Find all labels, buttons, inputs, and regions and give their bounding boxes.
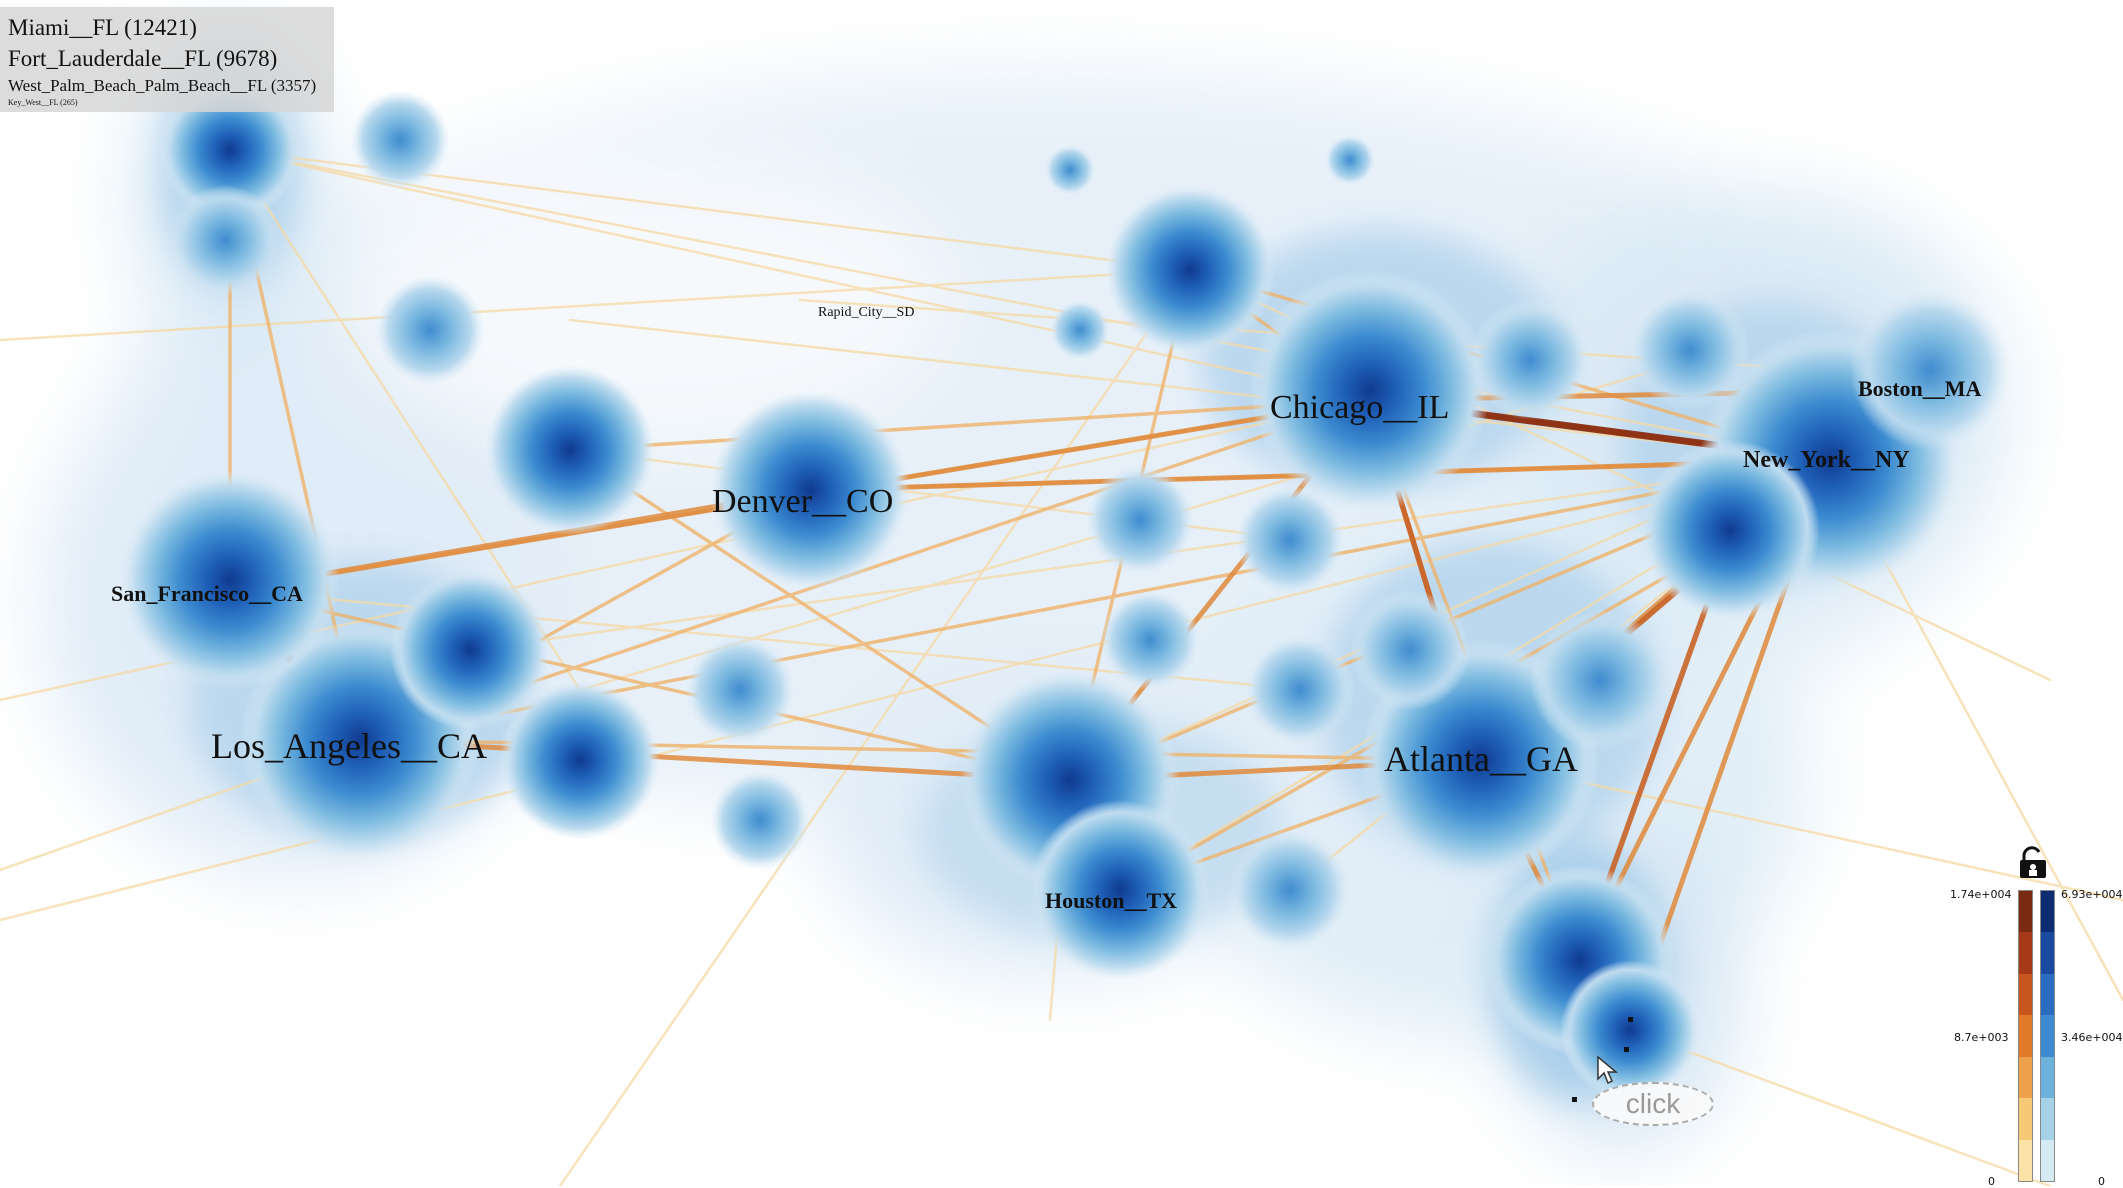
edge-color-swatch	[2019, 1139, 2032, 1181]
city-label-chicago: Chicago__IL	[1270, 389, 1449, 426]
density-color-swatch	[2041, 891, 2054, 933]
density-color-swatch	[2041, 973, 2054, 1016]
city-label-los-angeles: Los_Angeles__CA	[211, 726, 487, 766]
selection-handle[interactable]	[1624, 1047, 1629, 1052]
edge-color-swatch	[2019, 891, 2032, 933]
edge-scale-mid: 8.7e+003	[1954, 1031, 2009, 1044]
color-legend: 1.74e+004 8.7e+003 0 6.93e+004 3.46e+004…	[1940, 840, 2123, 1188]
edge-scale-max: 1.74e+004	[1950, 888, 2012, 901]
city-label-new-york: New_York__NY	[1743, 447, 1910, 473]
density-scale-max: 6.93e+004	[2061, 888, 2123, 901]
city-label-boston: Boston__MA	[1858, 376, 1982, 401]
edge-color-swatch	[2019, 1098, 2032, 1140]
selection-info-panel: Miami__FL (12421) Fort_Lauderdale__FL (9…	[0, 7, 334, 112]
density-scale-mid: 3.46e+004	[2061, 1031, 2123, 1044]
edge-color-swatch	[2019, 1056, 2032, 1099]
edge-color-swatch	[2019, 932, 2032, 974]
click-hint-bubble: click	[1592, 1082, 1714, 1126]
selection-handle[interactable]	[1628, 1017, 1633, 1022]
density-color-swatch	[2041, 1056, 2054, 1099]
city-label-atlanta: Atlanta__GA	[1384, 739, 1578, 779]
density-color-swatch	[2041, 1015, 2054, 1057]
city-label-san-francisco: San_Francisco__CA	[111, 581, 303, 606]
density-color-swatch	[2041, 1139, 2054, 1181]
unlock-icon[interactable]	[2016, 846, 2050, 880]
hub-density	[120, 80, 2010, 1100]
density-colorbar	[2040, 890, 2055, 1182]
edge-weight-colorbar	[2018, 890, 2033, 1182]
info-row-fort-lauderdale: Fort_Lauderdale__FL (9678)	[8, 46, 278, 71]
city-label-denver: Denver__CO	[712, 483, 893, 520]
edge-color-swatch	[2019, 973, 2032, 1016]
mouse-pointer-icon	[1597, 1055, 1618, 1085]
info-row-west-palm-beach: West_Palm_Beach_Palm_Beach__FL (3357)	[8, 76, 317, 95]
city-label-houston: Houston__TX	[1045, 888, 1177, 913]
density-scale-min: 0	[2098, 1175, 2105, 1188]
info-row-key-west: Key_West__FL (265)	[8, 98, 78, 107]
density-color-swatch	[2041, 932, 2054, 974]
city-label-rapid-city: Rapid_City__SD	[818, 305, 914, 320]
city-labels: Rapid_City__SD Chicago__IL Boston__MA Ne…	[111, 305, 1982, 913]
density-color-swatch	[2041, 1098, 2054, 1140]
info-row-miami: Miami__FL (12421)	[8, 15, 197, 40]
edge-color-swatch	[2019, 1015, 2032, 1057]
edge-scale-min: 0	[1988, 1175, 1995, 1188]
selection-handle[interactable]	[1572, 1097, 1577, 1102]
